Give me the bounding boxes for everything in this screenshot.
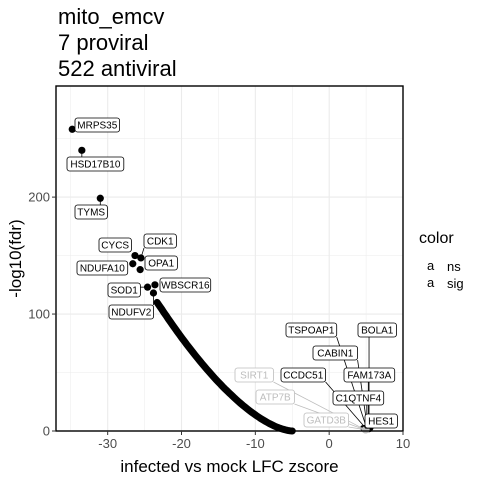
point-label-box [144, 255, 178, 271]
y-tick-label: 100 [28, 307, 50, 322]
point-label-box [280, 367, 326, 383]
legend: color a ns a sig [419, 230, 464, 291]
plot-panel-border [55, 85, 404, 432]
point-label-ccdc51: CCDC51 [283, 371, 323, 382]
point-label-box [159, 277, 212, 293]
point-label-box [332, 390, 385, 406]
x-tick-label: 0 [326, 436, 333, 451]
x-tick-label: -10 [246, 436, 265, 451]
point-label-box [343, 367, 396, 383]
point-label-tyms: TYMS [77, 208, 105, 219]
legend-entry-ns: ns [447, 259, 461, 274]
legend-sig-symbol: a [427, 275, 435, 290]
point-label-wbscr16: WBSCR16 [161, 281, 210, 292]
legend-ns-symbol: a [427, 258, 435, 273]
point-label-gatd3b: GATD3B [307, 416, 347, 427]
legend-title: color [419, 230, 454, 247]
point-label-box [98, 237, 132, 253]
x-tick-label: 10 [396, 436, 410, 451]
point-label-box [285, 322, 338, 338]
point-label-box [107, 282, 141, 298]
y-tick-label: 200 [28, 190, 50, 205]
point-label-box [312, 345, 358, 361]
data-point-mrps35 [68, 125, 76, 133]
x-tick-label: -30 [98, 436, 117, 451]
point-label-cdk1: CDK1 [147, 237, 174, 248]
point-label-box [303, 412, 349, 428]
point-label-box [74, 204, 108, 220]
point-label-box [66, 156, 125, 172]
data-point-wbscr16 [151, 281, 159, 289]
point-label-hes1: HES1 [368, 417, 395, 428]
point-label-hsd17b10: HSD17B10 [70, 160, 120, 171]
point-label-box [74, 117, 120, 133]
point-label-cycs: CYCS [101, 241, 129, 252]
label-connector [140, 247, 145, 259]
significant-point-band [153, 298, 296, 435]
chart-title-line-3: 522 antiviral [58, 56, 177, 81]
point-labels: MRPS35 HSD17B10 TYMS CYCS CDK1 NDUFA10 OPA1 WBS… [66, 117, 398, 431]
point-label-mrps35: MRPS35 [77, 121, 117, 132]
y-axis-ticks: 0 100 200 [28, 190, 56, 439]
x-tick-label: -20 [172, 436, 191, 451]
x-axis-ticks: -30 -20 -10 0 10 [98, 431, 410, 451]
legend-entry-sig: sig [447, 276, 464, 291]
label-connector [348, 426, 367, 431]
chart-title-line-2: 7 proviral [58, 30, 149, 55]
point-label-box [143, 233, 177, 249]
point-label-box [255, 389, 295, 405]
point-label-box [108, 304, 154, 320]
point-label-box [364, 413, 398, 429]
point-label-ndufa10: NDUFA10 [80, 264, 125, 275]
data-point-cdk1 [137, 254, 145, 262]
point-label-sod1: SOD1 [111, 286, 139, 297]
chart-title-line-1: mito_emcv [58, 4, 165, 29]
point-label-sirt1: SIRT1 [240, 371, 269, 382]
point-label-opa1: OPA1 [148, 259, 174, 270]
y-axis-title: -log10(fdr) [6, 219, 25, 297]
data-point-opa1 [136, 266, 144, 274]
point-label-bola1: BOLA1 [361, 326, 394, 337]
point-label-box [357, 322, 397, 338]
point-label-tspoap1: TSPOAP1 [288, 326, 335, 337]
data-point-hsd17b10 [78, 146, 86, 154]
point-label-atp7b: ATP7B [260, 393, 291, 404]
x-axis-title: infected vs mock LFC zscore [120, 457, 338, 476]
point-label-c1qtnf4: C1QTNF4 [336, 394, 382, 405]
point-label-fam173a: FAM173A [347, 371, 391, 382]
point-label-box [234, 367, 274, 383]
point-label-cabin1: CABIN1 [317, 349, 354, 360]
data-point-cycs [131, 251, 139, 260]
point-label-ndufv2: NDUFV2 [111, 308, 151, 319]
data-point-ndufa10 [129, 260, 137, 268]
y-tick-label: 0 [43, 424, 50, 439]
point-label-box [76, 260, 129, 276]
